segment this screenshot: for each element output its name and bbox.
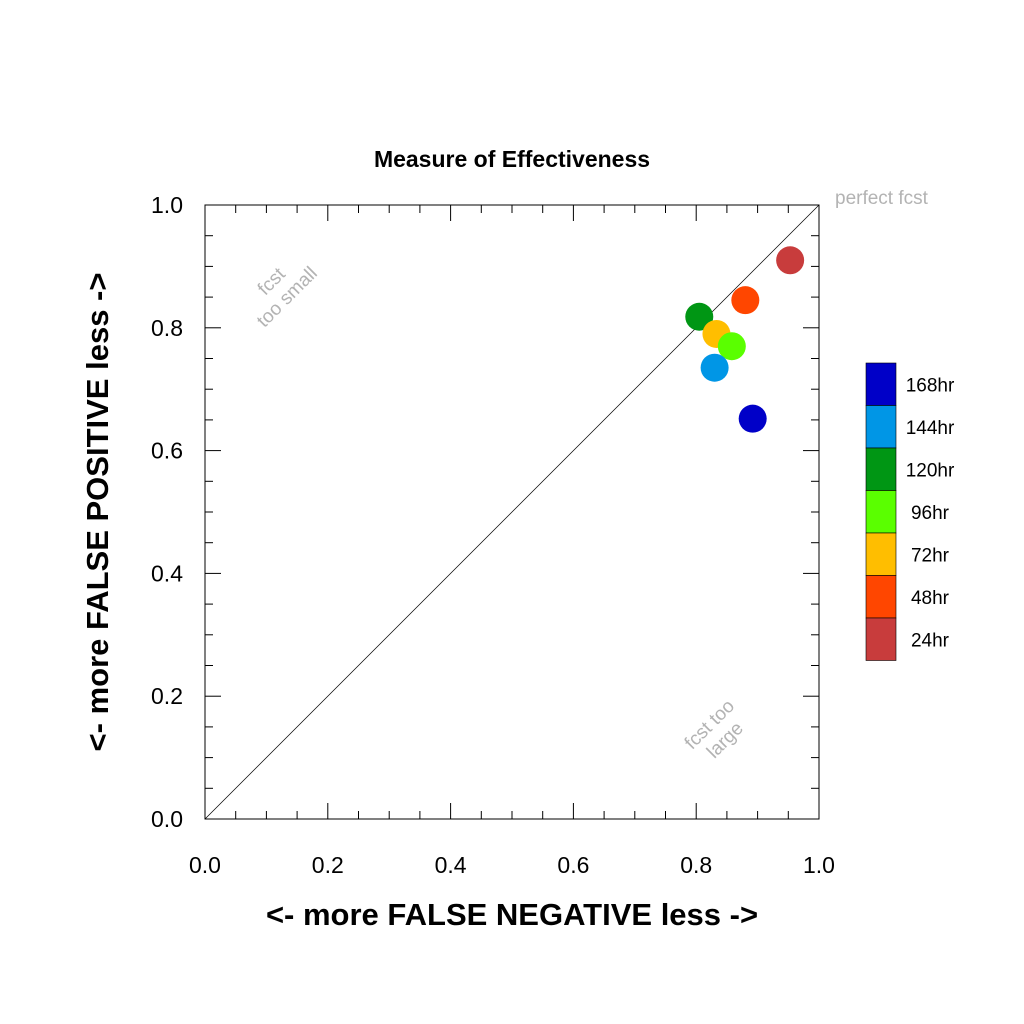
legend-swatch-144hr bbox=[865, 405, 897, 449]
annotation-too-large: fcst too large bbox=[681, 696, 748, 763]
x-tick-label: 1.0 bbox=[803, 852, 835, 878]
legend-label-168hr: 168hr bbox=[906, 375, 955, 396]
legend-label-120hr: 120hr bbox=[906, 460, 955, 481]
y-tick-label: 0.2 bbox=[151, 683, 183, 709]
annotation-too-small: fcst too small bbox=[253, 263, 322, 332]
x-tick-label: 0.8 bbox=[680, 852, 712, 878]
legend-label-72hr: 72hr bbox=[911, 545, 950, 566]
data-point-120hr bbox=[685, 302, 714, 331]
perfect-diagonal-line bbox=[204, 204, 820, 820]
y-tick-label: 0.6 bbox=[151, 438, 183, 464]
data-point-144hr bbox=[700, 353, 729, 382]
legend-swatch-48hr bbox=[865, 575, 897, 619]
y-tick-label: 1.0 bbox=[151, 192, 183, 218]
x-tick-label: 0.4 bbox=[435, 852, 467, 878]
x-tick-label: 0.0 bbox=[189, 852, 221, 878]
legend-label-48hr: 48hr bbox=[911, 588, 950, 609]
data-point-24hr bbox=[776, 246, 805, 275]
legend-swatch-72hr bbox=[865, 532, 897, 576]
chart-title: Measure of Effectiveness bbox=[374, 146, 650, 172]
plot-area: 0.00.0 0.2 0.2 0.4 0.4 0.6 0.6 0.8 0.8 1.0 1.0 bbox=[151, 192, 835, 878]
data-point-96hr bbox=[717, 332, 746, 361]
legend-label-144hr: 144hr bbox=[906, 418, 955, 439]
data-points bbox=[685, 246, 805, 433]
data-point-48hr bbox=[731, 286, 760, 315]
y-axis-label: <- more FALSE POSITIVE less -> bbox=[80, 273, 115, 752]
y-tick-label: 0.0 bbox=[151, 806, 183, 832]
y-tick-label: 0.8 bbox=[151, 315, 183, 341]
legend-label-24hr: 24hr bbox=[911, 630, 950, 651]
legend-swatch-96hr bbox=[865, 490, 897, 534]
x-axis-label: <- more FALSE NEGATIVE less -> bbox=[266, 897, 758, 932]
annotation-too-small-line2: too small bbox=[253, 263, 322, 332]
legend-swatch-168hr bbox=[865, 362, 897, 406]
axis-ticks: 0.00.0 0.2 0.2 0.4 0.4 0.6 0.6 0.8 0.8 1.0 1.0 bbox=[151, 192, 835, 878]
legend-swatch-24hr bbox=[865, 617, 897, 661]
x-tick-label: 0.2 bbox=[312, 852, 344, 878]
y-tick-label: 0.4 bbox=[151, 560, 183, 586]
annotation-perfect-fcst: perfect fcst bbox=[835, 188, 929, 209]
legend: 168hr 144hr 120hr 96hr 72hr 48hr 24hr bbox=[865, 362, 955, 661]
x-tick-label: 0.6 bbox=[557, 852, 589, 878]
legend-swatch-120hr bbox=[865, 447, 897, 491]
legend-label-96hr: 96hr bbox=[911, 503, 950, 524]
data-point-168hr bbox=[738, 404, 767, 433]
